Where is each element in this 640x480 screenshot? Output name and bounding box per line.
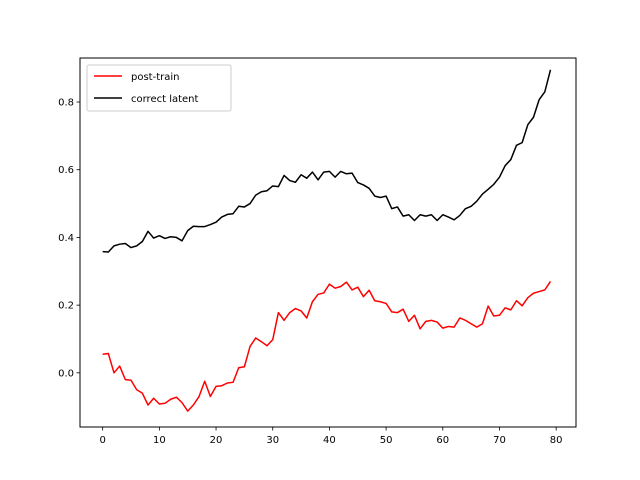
x-tick-label: 0 bbox=[99, 435, 105, 446]
x-tick-label: 70 bbox=[493, 435, 506, 446]
y-axis: 0.0 0.2 0.4 0.6 0.8 bbox=[58, 98, 80, 379]
y-tick-label: 0.2 bbox=[58, 301, 74, 312]
y-tick-label: 0.0 bbox=[58, 368, 74, 379]
y-tick-label: 0.4 bbox=[58, 233, 74, 244]
axes-frame bbox=[79, 57, 577, 428]
x-tick-label: 40 bbox=[323, 435, 336, 446]
legend-label: correct latent bbox=[131, 94, 199, 105]
x-tick-label: 80 bbox=[550, 435, 563, 446]
x-tick-label: 30 bbox=[266, 435, 279, 446]
series-line-post-train bbox=[102, 281, 552, 412]
series-layer bbox=[102, 69, 552, 412]
x-tick-label: 20 bbox=[210, 435, 223, 446]
legend: post-train correct latent bbox=[86, 64, 232, 112]
series-line-correct-latent bbox=[102, 69, 552, 253]
y-tick-label: 0.6 bbox=[58, 165, 74, 176]
x-tick-label: 60 bbox=[436, 435, 449, 446]
legend-label: post-train bbox=[131, 72, 179, 83]
x-axis: 0 10 20 30 40 50 60 70 80 bbox=[99, 427, 563, 446]
x-tick-label: 10 bbox=[153, 435, 166, 446]
y-tick-label: 0.8 bbox=[58, 98, 74, 109]
x-tick-label: 50 bbox=[380, 435, 393, 446]
legend-box bbox=[86, 64, 232, 112]
